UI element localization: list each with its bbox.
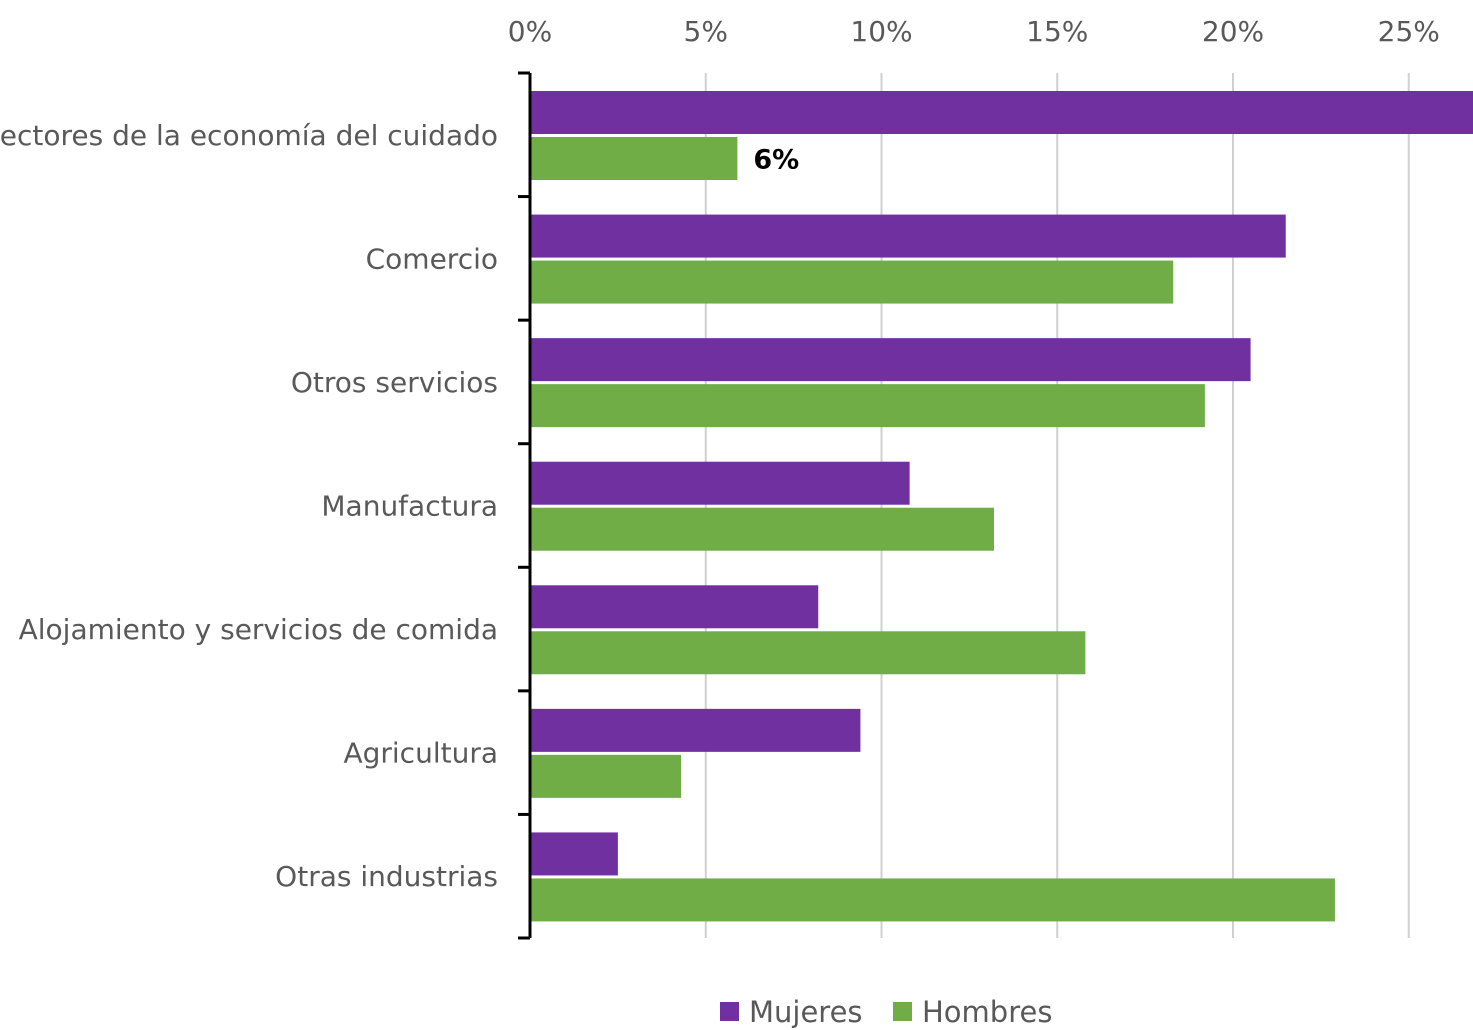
category-label: Agricultura: [343, 737, 498, 770]
category-label: Otros servicios: [291, 366, 498, 399]
x-tick-label: 20%: [1202, 15, 1264, 48]
bar-mujeres-6: [530, 832, 618, 876]
legend-swatch-mujeres: [720, 1002, 739, 1021]
category-label: Sectores de la economía del cuidado: [0, 119, 498, 152]
category-label: Alojamiento y servicios de comida: [19, 613, 498, 646]
category-labels: Sectores de la economía del cuidado Comer…: [0, 119, 498, 893]
bar-mujeres-5: [530, 708, 861, 752]
x-axis-tick-labels: 0% 5% 10% 15% 20% 25%: [508, 15, 1440, 48]
bar-hombres-3: [530, 507, 994, 551]
gridlines: [704, 73, 1410, 938]
bar-hombres-0: [530, 137, 738, 180]
data-labels: 6%: [753, 145, 799, 176]
x-tick-label: 5%: [684, 15, 728, 48]
bar-hombres-4: [530, 631, 1086, 675]
x-tick-label: 10%: [850, 15, 912, 48]
category-label: Comercio: [366, 242, 498, 275]
bar-mujeres-1: [530, 214, 1286, 258]
category-label: Otras industrias: [275, 860, 498, 893]
bar-mujeres-4: [530, 585, 819, 629]
bar-hombres-1: [530, 260, 1174, 304]
legend-label-mujeres: Mujeres: [749, 995, 863, 1029]
bar-mujeres-0: [530, 91, 1473, 134]
bar-hombres-6: [530, 878, 1335, 922]
bar-mujeres-3: [530, 461, 910, 505]
bar-hombres-5: [530, 754, 682, 798]
legend: Mujeres Hombres: [720, 995, 1052, 1029]
x-tick-label: 25%: [1378, 15, 1440, 48]
category-label: Manufactura: [321, 490, 498, 523]
legend-swatch-hombres: [893, 1002, 912, 1021]
bar-mujeres-2: [530, 338, 1251, 382]
legend-label-hombres: Hombres: [922, 995, 1052, 1029]
x-tick-label: 0%: [508, 15, 552, 48]
bars: [530, 91, 1473, 922]
x-tick-label: 15%: [1026, 15, 1088, 48]
data-label: 6%: [753, 145, 799, 176]
bar-hombres-2: [530, 384, 1205, 428]
category-axis: [518, 71, 532, 940]
